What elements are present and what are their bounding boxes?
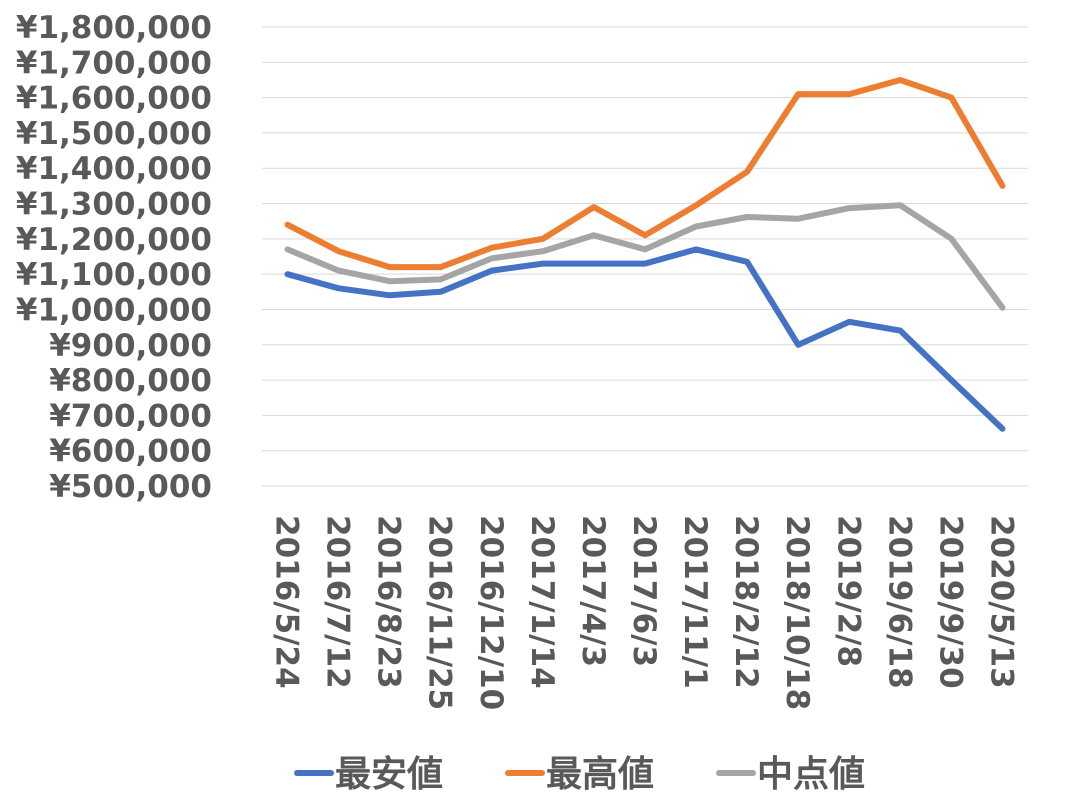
y-tick-label: ¥1,000,000	[16, 292, 212, 328]
y-tick-label: ¥1,800,000	[16, 10, 212, 46]
y-tick-label: ¥1,200,000	[16, 222, 212, 258]
x-tick-label: 2017/1/14	[524, 515, 560, 689]
x-tick-label: 2016/5/24	[269, 515, 305, 689]
legend-label: 最安値	[335, 754, 443, 795]
y-tick-label: ¥500,000	[49, 469, 212, 505]
legend-label: 中点値	[757, 754, 865, 795]
x-tick-label: 2020/5/13	[983, 515, 1019, 689]
y-tick-label: ¥900,000	[49, 328, 212, 364]
x-tick-label: 2017/11/1	[677, 515, 713, 689]
y-tick-label: ¥700,000	[49, 398, 212, 434]
x-tick-label: 2018/2/12	[728, 515, 764, 689]
y-tick-label: ¥1,100,000	[16, 257, 212, 293]
y-tick-label: ¥1,400,000	[16, 151, 212, 187]
x-tick-label: 2019/2/8	[830, 515, 866, 667]
x-tick-label: 2017/6/3	[626, 515, 662, 667]
y-tick-label: ¥1,600,000	[16, 81, 212, 117]
x-tick-label: 2016/8/23	[371, 515, 407, 689]
x-tick-label: 2016/7/12	[320, 515, 356, 689]
x-axis-tick-labels: 2016/5/24 2016/7/12 2016/8/23 2016/11/25 201…	[269, 515, 1020, 710]
x-tick-label: 2017/4/3	[575, 515, 611, 667]
x-tick-label: 2016/12/10	[473, 515, 509, 710]
series-line-2	[284, 202, 1006, 311]
y-tick-label: ¥1,700,000	[16, 45, 212, 81]
x-tick-label: 2019/9/30	[932, 515, 968, 689]
x-tick-label: 2019/6/18	[881, 515, 917, 689]
gridlines	[262, 26, 1028, 487]
x-tick-label: 2016/11/25	[422, 515, 458, 710]
legend: 最安値 最高値 中点値	[294, 754, 865, 795]
y-tick-label: ¥800,000	[49, 363, 212, 399]
y-tick-label: ¥1,500,000	[16, 116, 212, 152]
y-axis-tick-labels: ¥1,800,000¥1,700,000¥1,600,000¥1,500,000…	[16, 10, 212, 505]
y-tick-label: ¥600,000	[49, 434, 212, 470]
x-tick-label: 2018/10/18	[779, 515, 815, 710]
series-lines	[284, 77, 1006, 432]
series-line-1	[284, 77, 1006, 271]
series-line-0	[284, 246, 1006, 432]
y-tick-label: ¥1,300,000	[16, 187, 212, 223]
legend-label: 最高値	[546, 754, 654, 795]
